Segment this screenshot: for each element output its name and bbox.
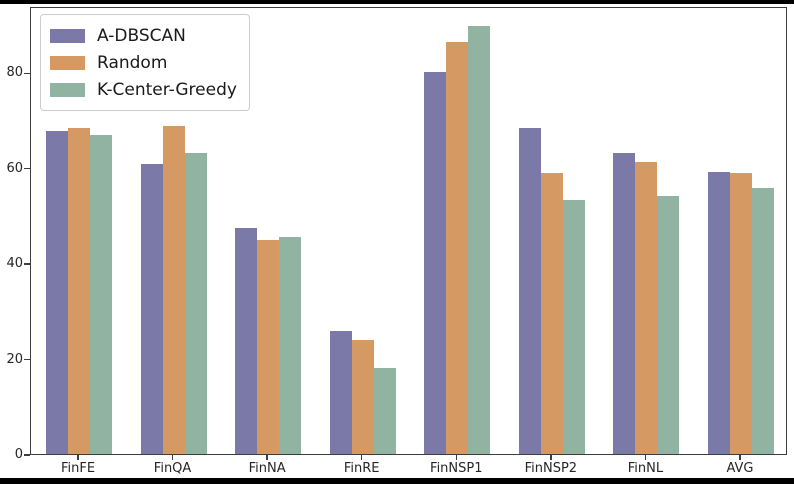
bar-a-dbscan-finna bbox=[235, 227, 258, 454]
bar-random-finna bbox=[257, 240, 280, 454]
bottom-edge-bar bbox=[0, 478, 794, 484]
y-tick-label: 0 bbox=[14, 447, 23, 462]
legend: A-DBSCAN Random K-Center-Greedy bbox=[40, 14, 250, 111]
x-tick-label: FinNSP1 bbox=[430, 461, 483, 476]
x-tick-label: FinFE bbox=[60, 461, 96, 476]
x-tick-label: FinRE bbox=[343, 461, 380, 476]
bar-k-center-greedy-avg bbox=[751, 188, 774, 454]
bar-random-finqa bbox=[162, 126, 185, 454]
bar-a-dbscan-finnsp1 bbox=[424, 71, 447, 454]
y-tick-label: 20 bbox=[6, 351, 23, 367]
x-tick-mark bbox=[171, 455, 174, 460]
y-tick-label: 40 bbox=[6, 256, 23, 272]
legend-swatch bbox=[50, 82, 85, 97]
x-tick-label: FinQA bbox=[153, 461, 192, 476]
x-tick-mark bbox=[77, 455, 79, 460]
bar-a-dbscan-finnl bbox=[613, 153, 636, 454]
x-tick-label: FinNL bbox=[627, 461, 664, 476]
x-tick-mark bbox=[455, 455, 458, 460]
bar-a-dbscan-finre bbox=[329, 331, 352, 454]
bar-random-finnsp2 bbox=[540, 172, 563, 454]
bar-k-center-greedy-finnsp2 bbox=[562, 200, 585, 454]
x-tick-mark bbox=[360, 455, 363, 460]
bar-a-dbscan-finqa bbox=[140, 164, 163, 454]
x-tick-label: FinNSP2 bbox=[524, 461, 578, 476]
bar-a-dbscan-finfe bbox=[46, 130, 68, 454]
legend-swatch bbox=[50, 55, 85, 70]
legend-entry: A-DBSCAN bbox=[50, 22, 237, 49]
legend-entry: Random bbox=[50, 49, 237, 76]
bar-k-center-greedy-finre bbox=[373, 368, 396, 454]
bar-random-finnl bbox=[635, 161, 658, 454]
legend-entry: K-Center-Greedy bbox=[50, 76, 237, 103]
top-edge-bar bbox=[0, 0, 794, 4]
legend-swatch bbox=[50, 28, 85, 43]
bar-random-finre bbox=[351, 339, 374, 454]
x-tick-label: AVG bbox=[726, 461, 754, 476]
bar-k-center-greedy-finnl bbox=[657, 196, 680, 454]
x-tick-mark bbox=[550, 455, 552, 460]
x-tick-mark bbox=[644, 455, 647, 460]
bar-random-finfe bbox=[68, 127, 90, 454]
legend-label: K-Center-Greedy bbox=[97, 79, 237, 100]
y-tick-mark bbox=[24, 167, 30, 170]
y-tick-mark bbox=[24, 454, 30, 456]
y-tick-mark bbox=[24, 358, 30, 361]
bar-a-dbscan-finnsp2 bbox=[518, 128, 541, 454]
bar-k-center-greedy-finqa bbox=[184, 152, 207, 454]
x-tick-label: FinNA bbox=[248, 461, 286, 476]
legend-label: Random bbox=[97, 52, 168, 73]
bar-random-finnsp1 bbox=[446, 41, 469, 454]
bar-k-center-greedy-finna bbox=[279, 237, 302, 454]
y-tick-mark bbox=[24, 263, 30, 265]
legend-label: A-DBSCAN bbox=[97, 25, 186, 46]
y-tick-label: 80 bbox=[6, 65, 23, 81]
x-tick-mark bbox=[266, 455, 268, 460]
bar-a-dbscan-avg bbox=[707, 172, 730, 454]
y-tick-label: 60 bbox=[6, 160, 23, 176]
bar-random-avg bbox=[729, 172, 752, 454]
bar-k-center-greedy-finfe bbox=[90, 134, 112, 454]
y-tick-mark bbox=[24, 72, 30, 75]
plot-area: A-DBSCAN Random K-Center-Greedy bbox=[30, 7, 787, 455]
bar-k-center-greedy-finnsp1 bbox=[468, 26, 491, 454]
x-tick-mark bbox=[739, 455, 741, 460]
